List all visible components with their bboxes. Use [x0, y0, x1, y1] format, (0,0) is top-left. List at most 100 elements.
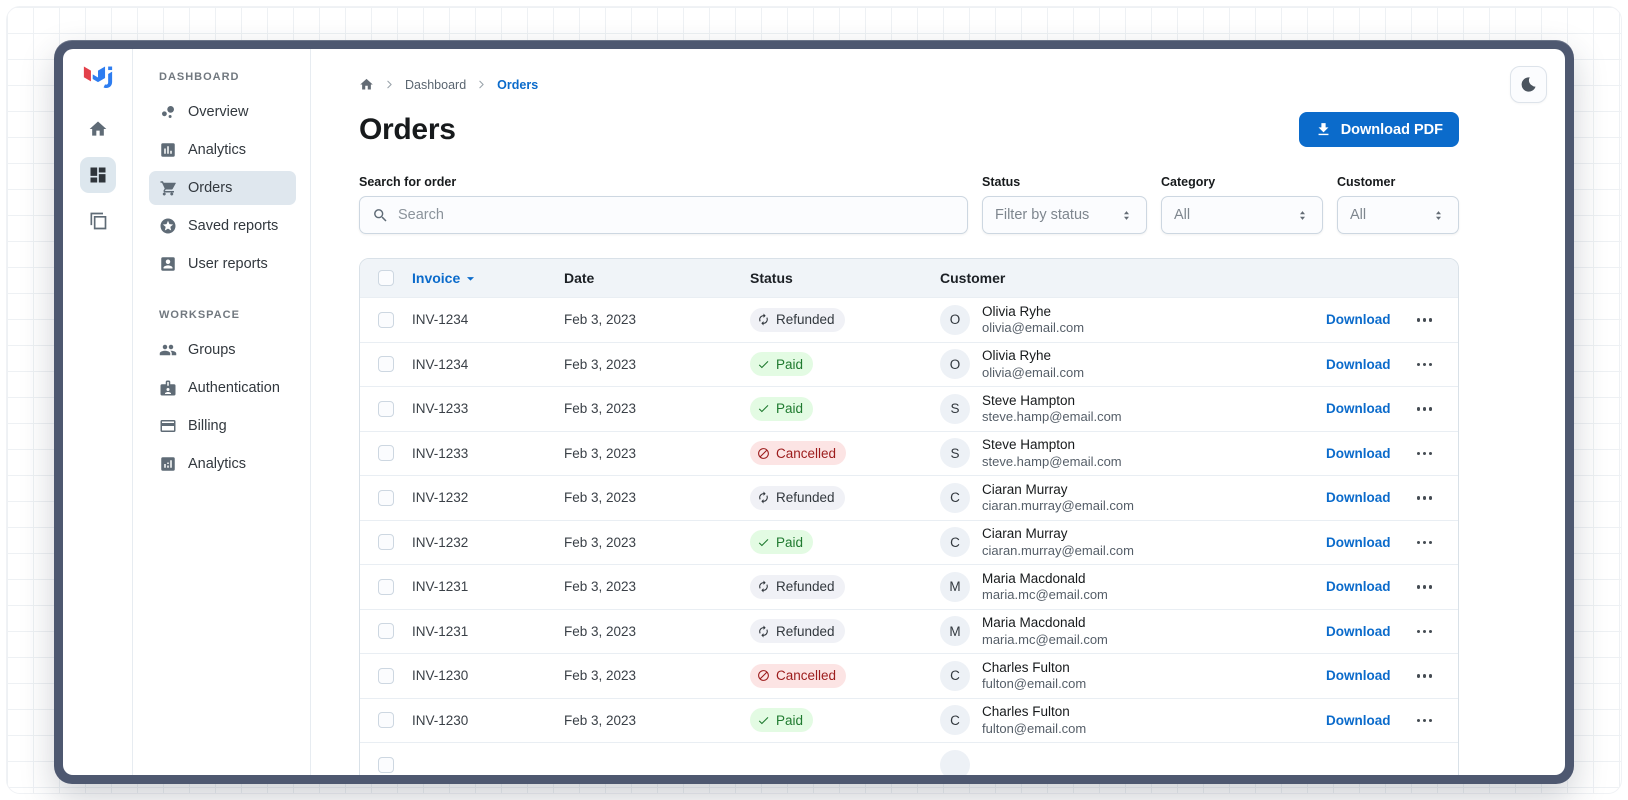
table-row: INV-1231 Feb 3, 2023 Refunded M Maria Macdon… — [360, 608, 1458, 654]
row-checkbox[interactable] — [378, 667, 394, 684]
row-checkbox[interactable] — [378, 445, 394, 462]
rail-button-windows[interactable] — [80, 203, 116, 239]
row-download-link[interactable]: Download — [1326, 401, 1391, 417]
sidebar-item-user-reports[interactable]: User reports — [149, 247, 296, 281]
row-checkbox[interactable] — [378, 400, 394, 417]
column-header-invoice[interactable]: Invoice — [412, 270, 564, 287]
row-download-link[interactable]: Download — [1326, 356, 1391, 372]
person-card-icon — [159, 255, 177, 273]
customer-email: fulton@email.com — [982, 720, 1087, 736]
table-row: INV-1233 Feb 3, 2023 Paid S Steve Hampton ste… — [360, 386, 1458, 431]
sidebar-item-billing[interactable]: Billing — [149, 409, 296, 443]
select-all-checkbox[interactable] — [378, 270, 394, 286]
avatar: C — [940, 482, 970, 513]
sidebar-item-label: Orders — [188, 180, 233, 196]
table-row: INV-1234 Feb 3, 2023 Refunded O Olivia Ryhe o… — [360, 297, 1458, 342]
row-checkbox[interactable] — [378, 356, 394, 373]
row-download-link[interactable]: Download — [1326, 712, 1391, 728]
home-icon[interactable] — [359, 77, 374, 92]
row-checkbox[interactable] — [378, 534, 394, 551]
row-menu-button[interactable] — [1415, 403, 1435, 415]
date-cell: Feb 3, 2023 — [564, 401, 637, 417]
row-menu-button[interactable] — [1415, 670, 1435, 682]
customer-select[interactable]: All — [1337, 196, 1459, 234]
breadcrumb: Dashboard Orders — [359, 77, 1459, 92]
row-checkbox[interactable] — [378, 712, 394, 729]
credit-card-icon — [159, 417, 177, 435]
search-field — [359, 196, 968, 234]
search-input[interactable] — [398, 207, 955, 223]
status-select[interactable]: Filter by status — [982, 196, 1147, 234]
date-cell: Feb 3, 2023 — [564, 490, 637, 506]
app-root: DASHBOARD Overview Analytics Orders Saved re… — [63, 49, 1565, 775]
date-cell: Feb 3, 2023 — [564, 312, 637, 328]
avatar: C — [940, 660, 970, 691]
row-checkbox[interactable] — [378, 489, 394, 506]
sidebar-section: WORKSPACE Groups Authentication Billing Anal… — [149, 309, 296, 481]
row-download-link[interactable]: Download — [1326, 668, 1391, 684]
invoice-cell: INV-1234 — [412, 312, 469, 328]
row-checkbox[interactable] — [378, 311, 394, 328]
invoice-cell: INV-1233 — [412, 445, 469, 461]
chevron-right-icon — [383, 78, 396, 91]
search-label: Search for order — [359, 175, 457, 189]
chevron-right-icon — [475, 78, 488, 91]
sidebar-item-authentication[interactable]: Authentication — [149, 371, 296, 405]
customer-name: Steve Hampton — [982, 392, 1076, 408]
download-pdf-button[interactable]: Download PDF — [1298, 112, 1459, 147]
select-arrows-icon — [1295, 208, 1310, 223]
sidebar-item-groups[interactable]: Groups — [149, 333, 296, 367]
row-download-link[interactable]: Download — [1326, 312, 1391, 328]
dark-mode-toggle-button[interactable] — [1510, 66, 1547, 103]
row-download-link[interactable]: Download — [1326, 445, 1391, 461]
row-menu-button[interactable] — [1415, 359, 1435, 371]
row-download-link[interactable]: Download — [1326, 579, 1391, 595]
sidebar-item-orders[interactable]: Orders — [149, 171, 296, 205]
customer-cell: C Ciaran Murray ciaran.murray@email.com — [940, 525, 1276, 559]
sidebar-item-overview[interactable]: Overview — [149, 95, 296, 129]
rail-button-home[interactable] — [80, 111, 116, 147]
invoice-cell: INV-1233 — [412, 401, 469, 417]
invoice-cell: INV-1234 — [412, 356, 469, 372]
status-chip-refunded: Refunded — [750, 574, 845, 599]
sidebar-item-analytics[interactable]: Analytics — [149, 133, 296, 167]
invoice-cell: INV-1231 — [412, 623, 469, 639]
sidebar-item-label: Analytics — [188, 456, 247, 472]
row-menu-button[interactable] — [1415, 626, 1435, 638]
row-menu-button[interactable] — [1415, 492, 1435, 504]
row-download-link[interactable]: Download — [1326, 490, 1391, 506]
category-select[interactable]: All — [1161, 196, 1323, 234]
row-menu-button[interactable] — [1415, 581, 1435, 593]
row-menu-button[interactable] — [1415, 314, 1435, 326]
bubble-chart-icon — [159, 103, 177, 121]
row-download-link[interactable]: Download — [1326, 534, 1391, 550]
row-menu-button[interactable] — [1415, 715, 1435, 727]
invoice-cell: INV-1232 — [412, 490, 469, 506]
invoice-cell: INV-1230 — [412, 712, 469, 728]
row-checkbox[interactable] — [378, 578, 394, 595]
row-menu-button[interactable] — [1415, 537, 1435, 549]
status-chip-paid: Paid — [750, 396, 814, 421]
browser-window: DASHBOARD Overview Analytics Orders Saved re… — [54, 40, 1574, 784]
breadcrumb-dashboard[interactable]: Dashboard — [405, 77, 467, 92]
status-chip-refunded: Refunded — [750, 485, 845, 510]
status-chip-paid: Paid — [750, 708, 814, 733]
customer-name: Ciaran Murray — [982, 481, 1068, 497]
autorenew-icon — [757, 313, 770, 326]
icon-rail — [63, 49, 133, 775]
customer-cell: O Olivia Ryhe olivia@email.com — [940, 347, 1276, 381]
avatar — [940, 749, 970, 775]
sidebar-item-saved-reports[interactable]: Saved reports — [149, 209, 296, 243]
customer-email: maria.mc@email.com — [982, 631, 1108, 647]
row-checkbox[interactable] — [378, 623, 394, 640]
customer-name: Maria Macdonald — [982, 615, 1086, 631]
customer-name: Olivia Ryhe — [982, 303, 1052, 319]
customer-name: Charles Fulton — [982, 704, 1070, 720]
sidebar-item-analytics[interactable]: Analytics — [149, 447, 296, 481]
rail-button-dashboard-grid[interactable] — [79, 157, 116, 193]
row-menu-button[interactable] — [1415, 448, 1435, 460]
row-checkbox[interactable] — [378, 756, 394, 773]
row-download-link[interactable]: Download — [1326, 623, 1391, 639]
customer-email: ciaran.murray@email.com — [982, 542, 1134, 558]
breadcrumb-orders[interactable]: Orders — [497, 77, 539, 92]
